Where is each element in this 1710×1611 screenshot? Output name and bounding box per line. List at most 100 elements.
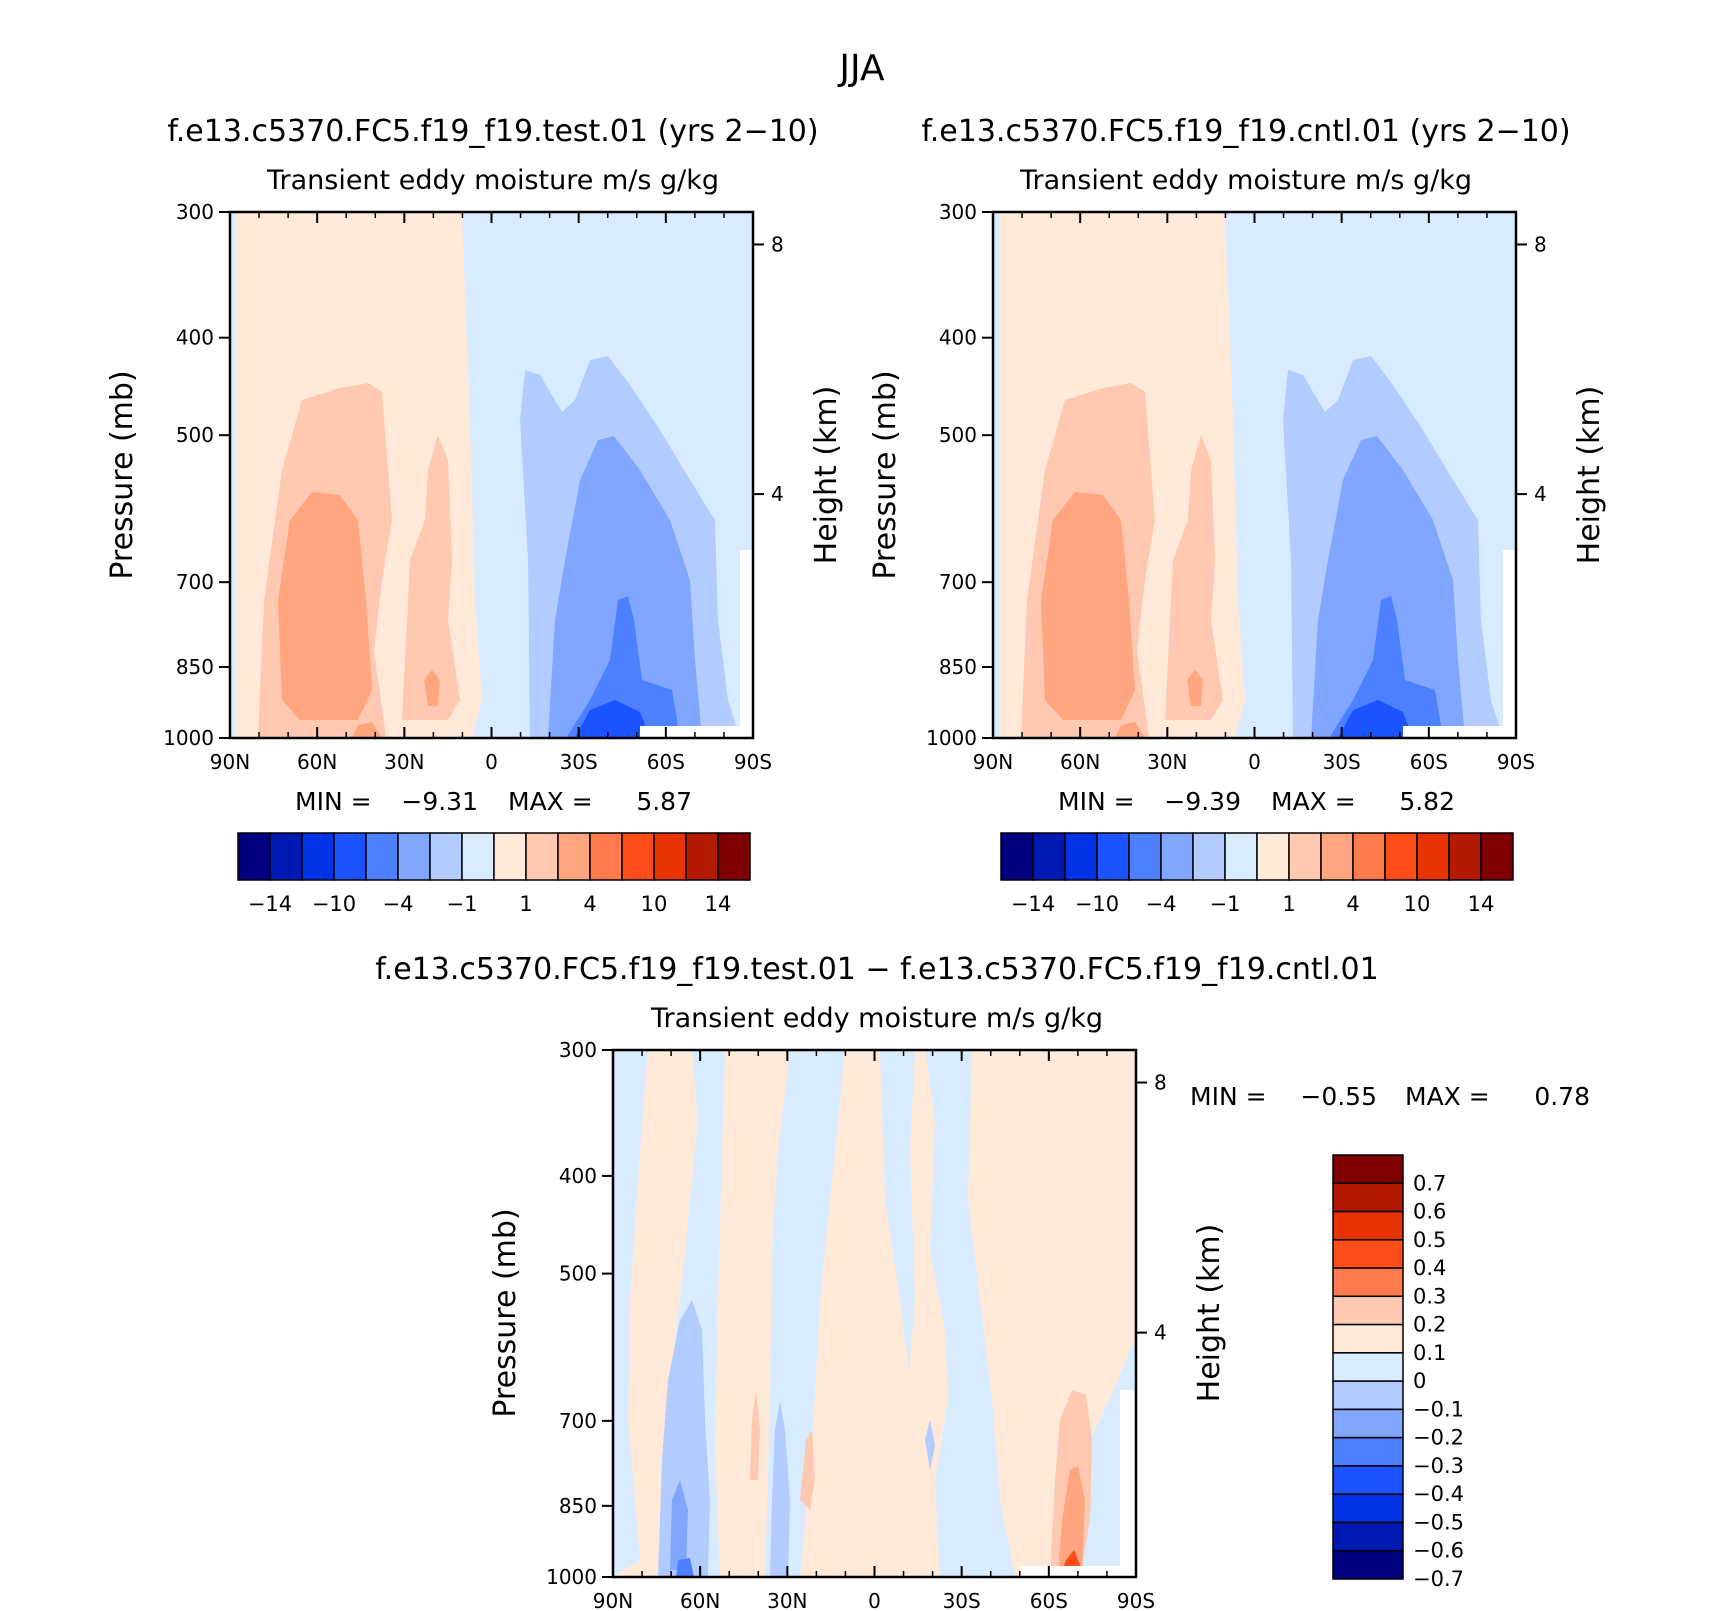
colorbar-swatch: [1332, 1323, 1404, 1354]
y2-tick-label: 8: [1154, 1071, 1167, 1095]
colorbar-label: −14: [1011, 892, 1055, 916]
colorbar-label: 1: [1282, 892, 1295, 916]
y-tick-label: 700: [559, 1409, 597, 1433]
x-tick-label: 30N: [767, 1589, 807, 1611]
colorbar-swatch: [333, 832, 367, 881]
colorbar-label: −10: [312, 892, 356, 916]
colorbar-swatch: [557, 832, 591, 881]
colorbar-swatch: [1320, 832, 1354, 881]
colorbar-swatch: [621, 832, 655, 881]
colorbar-swatch: [237, 832, 271, 881]
panel-test-ylabel: Pressure (mb): [105, 370, 140, 579]
panel-test-axes: 90N 60N 30N 0 30S 60S 90S 300 400 500 700 850 1000 8 4: [163, 200, 784, 774]
x-tick-label: 60N: [297, 750, 337, 774]
x-tick-label: 60S: [647, 750, 685, 774]
colorbar-label: 0.6: [1413, 1200, 1446, 1224]
panel-cntl-y2label: Height (km): [1572, 386, 1607, 565]
colorbar-swatch: [1332, 1154, 1404, 1185]
colorbar-swatch: [493, 832, 527, 881]
colorbar-label: 0.2: [1413, 1313, 1446, 1337]
colorbar-swatch: [1332, 1436, 1404, 1467]
x-tick-label: 0: [868, 1589, 881, 1611]
panel-cntl-colorbar: −14 −10 −4 −1 1 4 10 14: [1000, 832, 1514, 916]
contour-neg-5: [1338, 700, 1413, 738]
panel-cntl-max-label: MAX =: [1271, 787, 1356, 816]
colorbar-swatch: [1384, 832, 1418, 881]
colorbar-swatch: [269, 832, 303, 881]
panel-diff-min-value: −0.55: [1300, 1082, 1377, 1111]
colorbar-label: 0.5: [1413, 1228, 1446, 1252]
contour-neg-2-a: [658, 1300, 710, 1577]
colorbar-label: −0.6: [1413, 1539, 1464, 1563]
panel-test-subtitle: Transient eddy moisture m/s g/kg: [266, 165, 719, 196]
panel-cntl-max-value: 5.82: [1399, 787, 1455, 816]
colorbar-swatch: [1096, 832, 1130, 881]
x-tick-label: 60S: [1030, 1589, 1068, 1611]
colorbar-label: −0.1: [1413, 1397, 1464, 1421]
colorbar-label: 0.1: [1413, 1341, 1446, 1365]
contour-missing-edge: [1503, 550, 1516, 738]
colorbar-swatch: [1332, 1408, 1404, 1439]
colorbar-swatch: [1224, 832, 1258, 881]
panel-diff: f.e13.c5370.FC5.f19_f19.test.01 − f.e13.…: [375, 952, 1590, 1611]
contour-pos-strong-c: [1115, 722, 1145, 738]
panel-test-min-label: MIN =: [295, 787, 372, 816]
colorbar-swatch: [653, 832, 687, 881]
colorbar-swatch: [397, 832, 431, 881]
colorbar-swatch: [1332, 1267, 1404, 1298]
contour-pos-strong-a: [1058, 1466, 1085, 1577]
y-tick-label: 700: [939, 570, 977, 594]
y2-tick-label: 8: [1534, 232, 1547, 256]
colorbar-label: −1: [1210, 892, 1241, 916]
contour-neg-2-c: [925, 1420, 935, 1470]
y-tick-label: 300: [559, 1038, 597, 1062]
x-tick-label: 30S: [1323, 750, 1361, 774]
panel-cntl-min-value: −9.39: [1164, 787, 1241, 816]
contour-missing-edge: [740, 550, 753, 738]
contour-neg-4: [566, 596, 680, 738]
colorbar-label: −4: [383, 892, 414, 916]
panel-diff-subtitle: Transient eddy moisture m/s g/kg: [650, 1003, 1103, 1034]
colorbar-label: 10: [641, 892, 668, 916]
y2-tick-label: 4: [1534, 482, 1547, 506]
y-tick-label: 500: [176, 423, 214, 447]
contour-neg-4-a: [676, 1558, 694, 1577]
colorbar-swatch: [1352, 832, 1386, 881]
colorbar-swatch: [685, 832, 719, 881]
y-tick-label: 850: [939, 655, 977, 679]
colorbar-label: 4: [1346, 892, 1359, 916]
x-tick-label: 90S: [1117, 1589, 1155, 1611]
colorbar-label: −0.2: [1413, 1426, 1464, 1450]
colorbar-swatch: [1032, 832, 1066, 881]
panel-diff-y2label: Height (km): [1192, 1224, 1227, 1403]
y-tick-label: 300: [176, 200, 214, 224]
y-tick-label: 850: [176, 655, 214, 679]
colorbar-swatch: [301, 832, 335, 881]
contour-neg-a: [613, 1050, 648, 1577]
colorbar-swatch: [1448, 832, 1482, 881]
panel-diff-max-value: 0.78: [1534, 1082, 1590, 1111]
colorbar-swatch: [1332, 1380, 1404, 1411]
panel-test-min-value: −9.31: [401, 787, 478, 816]
y2-tick-label: 4: [771, 482, 784, 506]
x-tick-label: 90S: [1497, 750, 1535, 774]
y-tick-label: 400: [559, 1164, 597, 1188]
x-tick-label: 30S: [943, 1589, 981, 1611]
y-tick-label: 1000: [926, 726, 977, 750]
x-tick-label: 30S: [560, 750, 598, 774]
contour-pos-med-b: [800, 1430, 815, 1510]
contour-missing: [1020, 1566, 1120, 1577]
contour-neg-4: [1329, 596, 1443, 738]
panel-diff-min-label: MIN =: [1190, 1082, 1267, 1111]
colorbar-label: 0.7: [1413, 1171, 1446, 1195]
colorbar-swatch: [1332, 1182, 1404, 1213]
contour-pos-strong-b: [424, 670, 440, 706]
colorbar-swatch: [1480, 832, 1514, 881]
y-tick-label: 400: [176, 326, 214, 350]
colorbar-label: −0.4: [1413, 1482, 1464, 1506]
contour-neg-3: [1311, 436, 1465, 738]
y-tick-label: 500: [939, 423, 977, 447]
colorbar-swatch: [1160, 832, 1194, 881]
colorbar-swatch: [1332, 1493, 1404, 1524]
